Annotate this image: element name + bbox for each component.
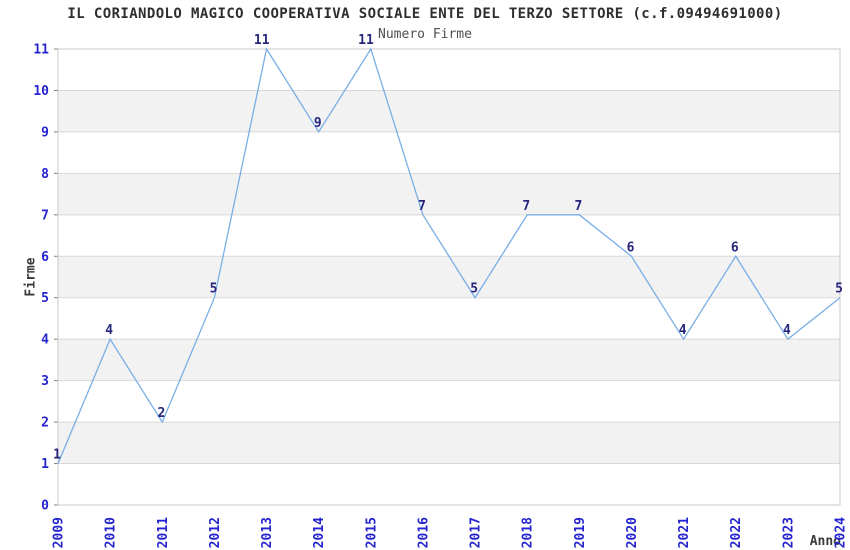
data-point-label: 4 bbox=[679, 323, 687, 338]
x-tick-label: 2022 bbox=[729, 517, 744, 548]
x-tick-label: 2010 bbox=[104, 517, 119, 548]
y-tick-label: 3 bbox=[41, 374, 49, 389]
x-tick-label: 2011 bbox=[156, 517, 171, 548]
x-tick-label: 2015 bbox=[364, 517, 379, 548]
y-tick-label: 4 bbox=[41, 333, 49, 348]
x-tick-label: 2013 bbox=[260, 517, 275, 548]
y-tick-label: 1 bbox=[41, 457, 49, 472]
data-point-label: 4 bbox=[105, 323, 113, 338]
plot-band bbox=[58, 422, 840, 464]
x-tick-label: 2017 bbox=[469, 517, 484, 548]
y-tick-label: 2 bbox=[41, 416, 49, 431]
x-axis-title: Anno bbox=[809, 534, 841, 549]
y-tick-label: 10 bbox=[33, 84, 49, 99]
y-tick-label: 0 bbox=[41, 499, 49, 514]
x-tick-label: 2021 bbox=[677, 517, 692, 548]
data-point-label: 5 bbox=[835, 282, 843, 297]
data-point-label: 7 bbox=[418, 199, 426, 214]
data-point-label: 5 bbox=[210, 282, 218, 297]
data-point-label: 1 bbox=[53, 448, 61, 463]
y-tick-label: 7 bbox=[41, 208, 49, 223]
y-tick-label: 8 bbox=[41, 167, 49, 182]
data-point-label: 7 bbox=[575, 199, 583, 214]
y-tick-label: 11 bbox=[33, 43, 49, 58]
chart-title: IL CORIANDOLO MAGICO COOPERATIVA SOCIALE… bbox=[67, 6, 783, 22]
data-point-label: 2 bbox=[157, 406, 165, 421]
x-tick-label: 2012 bbox=[208, 517, 223, 548]
data-point-label: 4 bbox=[783, 323, 791, 338]
y-tick-label: 5 bbox=[41, 291, 49, 306]
y-tick-label: 6 bbox=[41, 250, 49, 265]
data-point-label: 6 bbox=[627, 240, 635, 255]
x-tick-label: 2014 bbox=[312, 517, 327, 548]
x-tick-label: 2016 bbox=[416, 517, 431, 548]
data-point-label: 5 bbox=[470, 282, 478, 297]
chart-subtitle: Numero Firme bbox=[378, 27, 472, 42]
x-tick-label: 2018 bbox=[521, 517, 536, 548]
x-tick-label: 2009 bbox=[52, 517, 67, 548]
data-point-label: 6 bbox=[731, 240, 739, 255]
data-point-label: 11 bbox=[358, 33, 374, 48]
x-tick-label: 2023 bbox=[781, 517, 796, 548]
data-point-label: 9 bbox=[314, 116, 322, 131]
y-tick-label: 9 bbox=[41, 125, 49, 140]
plot-band bbox=[58, 339, 840, 381]
data-point-label: 7 bbox=[522, 199, 530, 214]
data-point-label: 11 bbox=[254, 33, 270, 48]
x-tick-label: 2024 bbox=[834, 517, 849, 548]
plot-frame bbox=[57, 48, 841, 506]
plot-band bbox=[58, 173, 840, 215]
plot-band bbox=[58, 256, 840, 298]
plot-band bbox=[58, 90, 840, 132]
x-tick-label: 2019 bbox=[573, 517, 588, 548]
series-line bbox=[57, 47, 841, 464]
x-tick-label: 2020 bbox=[625, 517, 640, 548]
